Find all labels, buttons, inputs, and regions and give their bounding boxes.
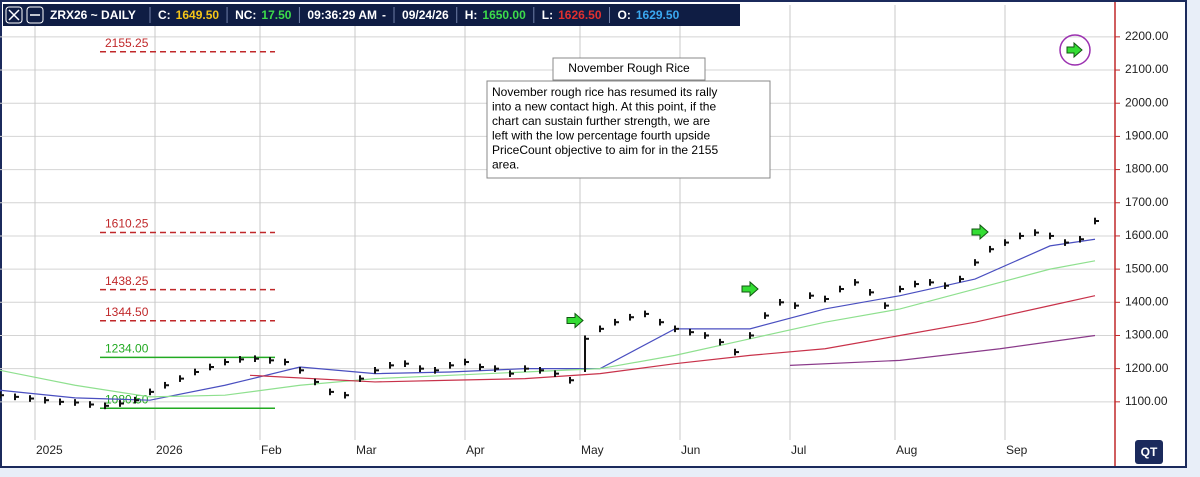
symbol: ZRX26 ~ DAILY (50, 8, 136, 22)
x-tick-label: Sep (1006, 443, 1028, 457)
header-label: O: (618, 8, 631, 22)
header: ZRX26 ~ DAILY C: 1649.50 NC: 17.50 09:36:29 … (3, 4, 740, 26)
y-tick-label: 2000.00 (1125, 95, 1169, 109)
header-value: 1650.00 (482, 8, 526, 22)
y-tick-label: 2100.00 (1125, 62, 1169, 76)
close-button[interactable] (5, 6, 23, 24)
y-tick-label: 2200.00 (1125, 29, 1169, 43)
annotation: November Rough Rice November rough rice … (486, 57, 771, 179)
logo: QT (1141, 445, 1158, 459)
header-label: 09/24/26 (402, 8, 449, 22)
average-line (0, 260, 1096, 398)
level-label: 2155.25 (105, 36, 149, 50)
level-label: 1438.25 (105, 274, 149, 288)
header-label: NC: (235, 8, 256, 22)
header-value: 1626.50 (558, 8, 602, 22)
x-tick-label: Apr (466, 443, 485, 457)
x-tick-label: Jun (681, 443, 700, 457)
y-tick-label: 1800.00 (1125, 162, 1169, 176)
annotation-text: left with the low percentage fourth upsi… (492, 129, 710, 143)
y-tick-label: 1500.00 (1125, 261, 1169, 275)
annotation-text: November rough rice has resumed its rall… (492, 85, 717, 99)
signal-arrow (566, 312, 584, 329)
level-label: 1234.00 (105, 342, 149, 356)
header-bar (3, 4, 740, 26)
y-tick-label: 1200.00 (1125, 361, 1169, 375)
signal-icon (1059, 34, 1091, 66)
annotation-title: November Rough Rice (568, 61, 690, 75)
header-label: L: (542, 8, 553, 22)
x-tick-label: Feb (261, 443, 282, 457)
x-tick-label: May (581, 443, 604, 457)
average-line (789, 334, 1096, 366)
average-line (0, 238, 1096, 401)
y-tick-label: 1600.00 (1125, 228, 1169, 242)
header-value: 1649.50 (176, 8, 220, 22)
annotation-box (486, 80, 771, 179)
y-tick-label: 1900.00 (1125, 129, 1169, 143)
level-label: 1610.25 (105, 217, 149, 231)
x-tick-label: Jul (791, 443, 806, 457)
header-value: 1629.50 (636, 8, 680, 22)
annotation-text: into a new contact high. At this point, … (492, 100, 716, 114)
header-label: C: (158, 8, 171, 22)
annotation-text: PriceCount objective to aim for in the 2… (492, 143, 718, 157)
y-tick-label: 1400.00 (1125, 294, 1169, 308)
header-label: H: (465, 8, 478, 22)
x-tick-label: Aug (896, 443, 917, 457)
x-tick-label: Mar (356, 443, 377, 457)
x-tick-label: 2025 (36, 443, 63, 457)
header-label: 09:36:29 AM (307, 8, 377, 22)
close-icon (8, 9, 20, 21)
signal-arrow (971, 223, 989, 241)
signal-icon-arrow (1066, 41, 1083, 59)
annotation-text: chart can sustain further strength, we a… (492, 114, 710, 128)
header-value: - (382, 8, 386, 22)
logo-box (1135, 440, 1163, 464)
level-label: 1344.50 (105, 305, 149, 319)
signal-arrow (741, 280, 759, 298)
y-tick-label: 1100.00 (1125, 394, 1168, 408)
y-tick-label: 1300.00 (1125, 328, 1169, 342)
header-value: 17.50 (261, 8, 291, 22)
y-tick-label: 1700.00 (1125, 195, 1169, 209)
x-tick-label: 2026 (156, 443, 183, 457)
annotation-text: area. (492, 158, 519, 172)
average-line (249, 295, 1096, 383)
annotation-title-box (552, 57, 706, 81)
minimize-button[interactable] (26, 6, 44, 24)
